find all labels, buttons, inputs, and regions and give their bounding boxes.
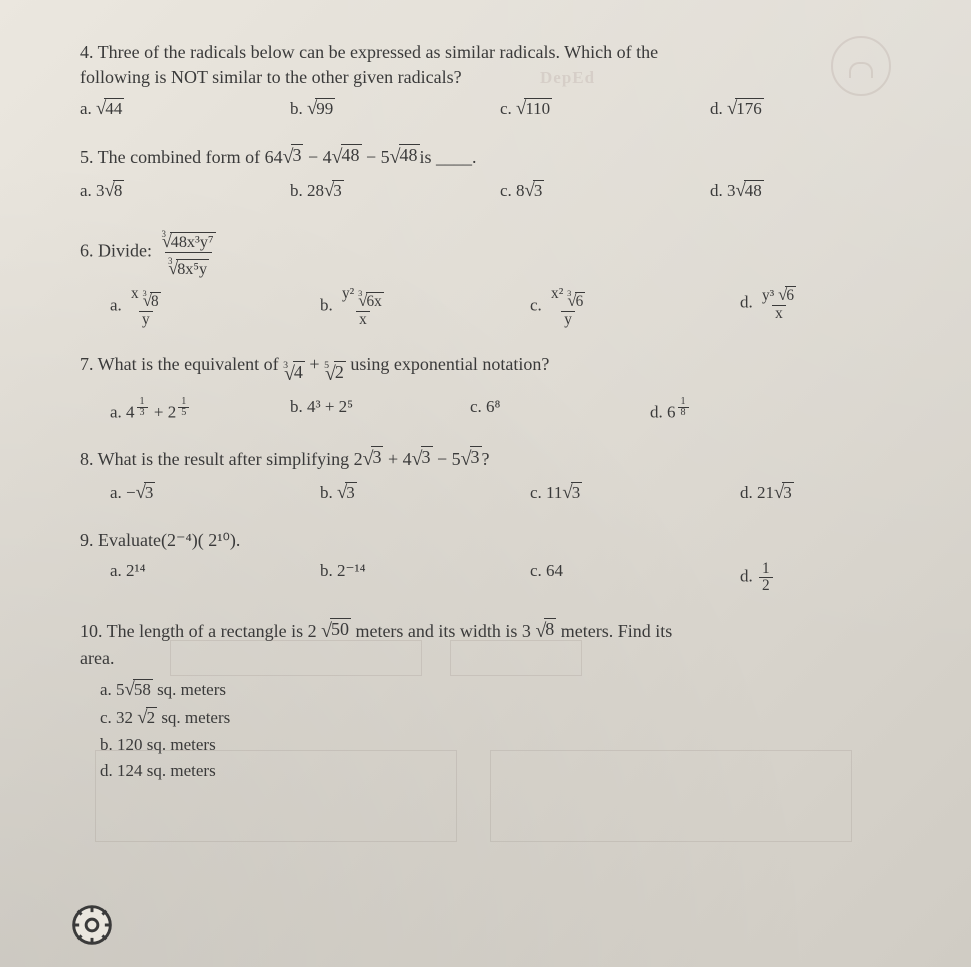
- q8-option-a: a. −√3: [110, 482, 230, 504]
- question-9: 9. Evaluate(2⁻⁴)( 2¹⁰). a. 2¹⁴ b. 2⁻¹⁴ c…: [80, 528, 911, 594]
- question-9-options: a. 2¹⁴ b. 2⁻¹⁴ c. 64 d. 12: [80, 561, 911, 594]
- q4-line2: following is NOT similar to the other gi…: [80, 67, 462, 87]
- q4-option-b: b. √99: [290, 98, 410, 120]
- q9-option-b: b. 2⁻¹⁴: [320, 561, 440, 594]
- question-10: 10. The length of a rectangle is 2 √50 m…: [80, 618, 911, 787]
- question-4-text: 4. Three of the radicals below can be ex…: [80, 40, 911, 90]
- gear-icon: [70, 903, 114, 947]
- q4-option-a: a. √44: [80, 98, 200, 120]
- q5-option-a: a. 3√8: [80, 180, 200, 202]
- question-4: 4. Three of the radicals below can be ex…: [80, 40, 911, 120]
- q6-option-b: b. y² 3√6xx: [320, 286, 440, 328]
- q5-option-b: b. 28√3: [290, 180, 410, 202]
- q6-option-a: a. x 3√8y: [110, 286, 230, 328]
- question-6-options: a. x 3√8y b. y² 3√6xx c. x² 3√6y d. y³ √…: [80, 286, 911, 328]
- q8-option-b: b. √3: [320, 482, 440, 504]
- q6-divide-fraction: 3√48x³y⁷ 3√8x⁵y: [159, 226, 219, 278]
- q7-option-a: a. 413 + 215: [110, 397, 230, 423]
- question-5-text: 5. The combined form of 64√3 − 4√48 − 5√…: [80, 144, 911, 172]
- question-9-text: 9. Evaluate(2⁻⁴)( 2¹⁰).: [80, 528, 911, 553]
- question-5: 5. The combined form of 64√3 − 4√48 − 5√…: [80, 144, 911, 202]
- question-7-options: a. 413 + 215 b. 4³ + 2⁵ c. 6⁸ d. 618: [80, 397, 911, 423]
- question-7: 7. What is the equivalent of 3√4 + 5√2 u…: [80, 352, 911, 422]
- q10-option-a: a. 5√58 sq. meters: [100, 679, 489, 701]
- q10-option-d: d. 124 sq. meters: [100, 761, 489, 781]
- question-4-options: a. √44 b. √99 c. √110 d. √176: [80, 98, 911, 120]
- q4-line1: 4. Three of the radicals below can be ex…: [80, 42, 658, 62]
- q6-option-d: d. y³ √6x: [740, 286, 860, 328]
- question-8-text: 8. What is the result after simplifying …: [80, 446, 911, 474]
- q9-option-d: d. 12: [740, 561, 860, 594]
- worksheet-page: DepEd 4. Three of the radicals below can…: [0, 0, 971, 967]
- question-6: 6. Divide: 3√48x³y⁷ 3√8x⁵y a. x 3√8y b. …: [80, 226, 911, 328]
- q4-option-d: d. √176: [710, 98, 830, 120]
- q10-option-c: c. 32 √2 sq. meters: [100, 707, 489, 729]
- q5-option-c: c. 8√3: [500, 180, 620, 202]
- q7-option-c: c. 6⁸: [470, 397, 590, 423]
- q7-option-d: d. 618: [650, 397, 770, 423]
- question-10-options: a. 5√58 sq. meters c. 32 √2 sq. meters b…: [80, 679, 911, 787]
- q6-option-c: c. x² 3√6y: [530, 286, 650, 328]
- q4-option-c: c. √110: [500, 98, 620, 120]
- q8-option-c: c. 11√3: [530, 482, 650, 504]
- question-8-options: a. −√3 b. √3 c. 11√3 d. 21√3: [80, 482, 911, 504]
- q10-option-b: b. 120 sq. meters: [100, 735, 489, 755]
- q9-option-a: a. 2¹⁴: [110, 561, 230, 594]
- question-8: 8. What is the result after simplifying …: [80, 446, 911, 504]
- question-7-text: 7. What is the equivalent of 3√4 + 5√2 u…: [80, 352, 911, 389]
- q5-option-d: d. 3√48: [710, 180, 830, 202]
- q9-option-c: c. 64: [530, 561, 650, 594]
- question-5-options: a. 3√8 b. 28√3 c. 8√3 d. 3√48: [80, 180, 911, 202]
- q7-option-b: b. 4³ + 2⁵: [290, 397, 410, 423]
- question-6-text: 6. Divide: 3√48x³y⁷ 3√8x⁵y: [80, 226, 911, 278]
- question-10-text: 10. The length of a rectangle is 2 √50 m…: [80, 618, 911, 671]
- q8-option-d: d. 21√3: [740, 482, 860, 504]
